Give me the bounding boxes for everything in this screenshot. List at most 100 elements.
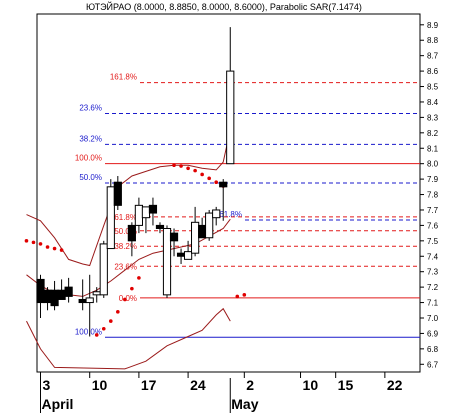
y-tick-label: 8.7 (427, 52, 439, 61)
candle-body (64, 286, 73, 297)
parabolic-sar-dot (207, 176, 211, 181)
candle-body (106, 186, 115, 250)
y-tick-label: 7.2 (427, 283, 439, 292)
candle-body (78, 298, 87, 304)
candles-group (36, 27, 235, 337)
y-tick-label: 7.4 (427, 252, 439, 261)
candle-body (85, 297, 94, 304)
y-tick-label: 7.8 (427, 191, 439, 200)
candle-body (183, 251, 193, 260)
candle-body (191, 221, 200, 254)
parabolic-sar-dot (94, 333, 99, 337)
candle-body (212, 209, 221, 219)
parabolic-sar-dot (179, 164, 183, 168)
fib-level-label: 50.0% (79, 173, 102, 182)
parabolic-sar-dot (59, 248, 64, 252)
x-axis-group: 3 10 17 24 2 10 15 22 April May (40, 372, 403, 413)
parabolic-sar-dot (235, 294, 240, 299)
bollinger-upper-line (26, 129, 231, 267)
fib-level-label: 161.8% (110, 73, 137, 82)
candle-body (198, 224, 207, 239)
x-tick-label: 15 (338, 377, 354, 393)
y-tick-label: 8.3 (427, 113, 439, 122)
y-tick-label: 8.0 (427, 160, 439, 169)
candle-body (134, 204, 143, 226)
y-tick-label: 8.2 (427, 129, 439, 138)
parabolic-sar-dot (123, 297, 127, 302)
candle-body (36, 278, 45, 304)
y-tick-label: 6.9 (427, 329, 439, 338)
parabolic-sar-dot (193, 168, 197, 173)
parabolic-sar-dot (172, 163, 176, 168)
plot-frame-group (36, 13, 421, 373)
candle-body (226, 70, 235, 165)
parabolic-sar-dot (130, 286, 134, 291)
parabolic-sar-dot (52, 246, 57, 251)
x-tick-label: 22 (387, 377, 403, 393)
candle-body (176, 252, 186, 257)
y-tick-label: 7.9 (427, 175, 439, 184)
candle-body (148, 204, 158, 214)
y-tick-label: 7.6 (427, 221, 439, 230)
fib-lines-group: 161.8% 23.6% 38.2% 100.0% 50.0% 61.8% 100.0% 61… (75, 73, 420, 338)
y-tick-label: 8.6 (427, 67, 439, 76)
candle-body (113, 181, 122, 206)
candle-body (169, 232, 179, 242)
parabolic-sar-dot (116, 310, 120, 314)
x-tick-label: 3 (43, 377, 51, 393)
fib-level-label: 61.8% (219, 210, 242, 219)
fib-level-label: 38.2% (79, 134, 102, 143)
parabolic-sar-dot (31, 240, 36, 245)
x-tick-label: 10 (92, 377, 108, 393)
parabolic-sar-dot (242, 293, 247, 297)
candle-body (92, 291, 101, 296)
y-tick-label: 8.5 (427, 83, 439, 92)
candle-body (50, 289, 59, 307)
chart-title: ЮТЭЙРАО (8.0000, 8.8850, 8.0000, 8.6000)… (86, 1, 362, 12)
x-tick-label: 2 (246, 377, 254, 393)
x-tick-label: 17 (141, 377, 157, 393)
fib-level-label: 23.6% (114, 262, 137, 271)
y-tick-label: 7.1 (427, 299, 439, 308)
x-tick-label: 10 (303, 377, 319, 393)
fib-level-label: 0.0% (119, 294, 137, 303)
bollinger-lower-line (26, 307, 231, 370)
candle-body (219, 181, 228, 188)
y-axis-group: 6.7 6.8 6.9 7.0 7.1 7.2 7.3 7.4 7.5 7.6 7.7 7.8 7.9 8… (420, 21, 439, 369)
parabolic-sar-dot (101, 326, 106, 331)
fib-level-label: 23.6% (79, 104, 102, 113)
x-tick-label: 24 (190, 377, 206, 393)
candle-body (99, 243, 108, 296)
candle-body (57, 289, 66, 300)
y-tick-label: 6.8 (427, 345, 439, 354)
y-tick-label: 8.9 (427, 21, 439, 30)
fib-level-label: 38.2% (114, 242, 137, 251)
parabolic-sar-dot (38, 242, 43, 246)
y-tick-label: 7.3 (427, 268, 439, 277)
parabolic-sar-dot (24, 239, 29, 243)
y-tick-label: 8.1 (427, 144, 439, 153)
fib-level-label: 50.0% (114, 227, 137, 236)
parabolic-sar-dot (108, 319, 113, 323)
candle-body (162, 227, 172, 296)
parabolic-sar-dot (186, 166, 190, 171)
fib-level-label: 61.8% (114, 213, 137, 222)
candle-body (43, 289, 52, 304)
y-tick-label: 6.7 (427, 360, 439, 369)
month-label: May (231, 396, 258, 412)
plot-area-border (36, 13, 421, 373)
y-tick-label: 8.8 (427, 36, 439, 45)
parabolic-sar-dot (45, 245, 50, 249)
y-tick-label: 7.7 (427, 206, 439, 215)
parabolic-sar-dot (214, 180, 219, 184)
fib-level-label: 100.0% (75, 327, 102, 336)
parabolic-sar-dot (137, 276, 141, 280)
candle-body (155, 224, 165, 229)
y-tick-label: 7.0 (427, 314, 439, 323)
y-tick-label: 7.5 (427, 237, 439, 246)
candle-body (127, 224, 136, 242)
fib-level-label: 100.0% (75, 154, 102, 163)
parabolic-sar-dot (200, 172, 204, 177)
month-label: April (42, 396, 74, 412)
